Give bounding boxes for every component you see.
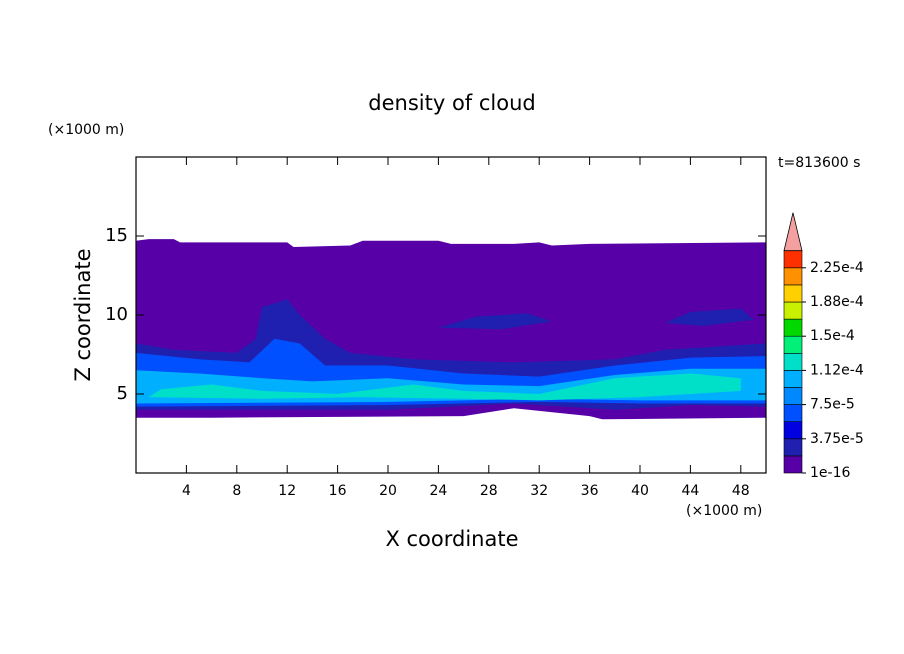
x-unit: (×1000 m) [686, 503, 762, 519]
contour-region [148, 373, 741, 401]
colorbar-label: 3.75e-5 [810, 431, 864, 447]
y-tick-label: 5 [117, 383, 128, 404]
x-tick-label: 36 [581, 483, 599, 499]
colorbar-band [783, 335, 803, 354]
x-tick-label: 20 [379, 483, 397, 499]
colorbar-band [783, 318, 803, 337]
x-tick-label: 28 [480, 483, 498, 499]
colorbar-band [783, 301, 803, 320]
y-axis-label: Z coordinate [71, 248, 95, 381]
colorbar-label: 7.5e-5 [810, 397, 855, 413]
colorbar-band [783, 438, 803, 457]
colorbar-band [783, 352, 803, 371]
x-tick-label: 12 [278, 483, 296, 499]
colorbar-band [783, 404, 803, 423]
colorbar-band [783, 421, 803, 440]
colorbar-label: 1.88e-4 [810, 294, 864, 310]
colorbar-band [783, 267, 803, 286]
colorbar-band [783, 387, 803, 405]
colorbar-label: 1.5e-4 [810, 328, 855, 344]
colorbar-label: 1e-16 [810, 465, 850, 481]
y-unit: (×1000 m) [48, 122, 124, 138]
colorbar-band [783, 250, 803, 269]
x-tick-label: 16 [329, 483, 347, 499]
chart-title: density of cloud [368, 91, 535, 115]
x-tick-label: 8 [232, 483, 241, 499]
time-annotation: t=813600 s [778, 155, 860, 171]
x-axis-label: X coordinate [385, 527, 518, 551]
x-tick-label: 4 [182, 483, 191, 499]
colorbar-label: 2.25e-4 [810, 260, 864, 276]
colorbar-band [783, 370, 803, 388]
x-tick-label: 48 [732, 483, 750, 499]
x-tick-label: 44 [681, 483, 699, 499]
y-tick-label: 15 [105, 225, 128, 246]
colorbar-extend [783, 212, 803, 252]
colorbar-label: 1.12e-4 [810, 362, 864, 378]
x-tick-label: 40 [631, 483, 649, 499]
x-tick-label: 32 [530, 483, 548, 499]
contour-region [665, 308, 754, 327]
colorbar-band [783, 455, 803, 474]
colorbar-band [783, 284, 803, 303]
x-tick-label: 24 [429, 483, 447, 499]
contour-region [438, 313, 552, 330]
y-tick-label: 10 [105, 304, 128, 325]
